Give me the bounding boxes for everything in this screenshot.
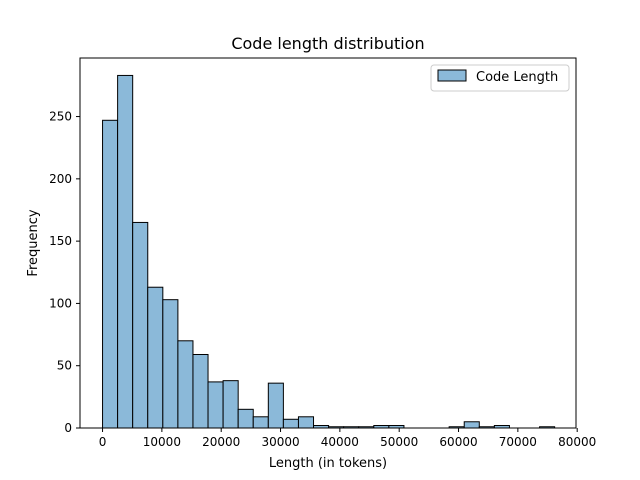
histogram-bar (237, 408, 254, 429)
x-axis-ticks: 0 10000 20000 30000 40000 50000 60000 70000 8000… (99, 428, 596, 449)
y-axis-label: Frequency (26, 209, 41, 276)
histogram-bar (102, 119, 119, 429)
y-tick-label: 0 (64, 421, 72, 435)
x-axis-label: Length (in tokens) (269, 456, 387, 471)
histogram-bar (282, 418, 299, 429)
histogram-bar (192, 353, 209, 429)
legend-label: Code Length (476, 70, 558, 85)
histogram-bar (177, 340, 194, 429)
x-tick-label: 70000 (499, 435, 537, 449)
histogram-bar (132, 221, 149, 429)
histogram-bar (463, 421, 480, 429)
y-tick-label: 50 (57, 359, 72, 373)
x-tick-label: 50000 (380, 435, 418, 449)
x-tick-label: 10000 (143, 435, 181, 449)
histogram-bar (207, 381, 224, 429)
x-tick-label: 80000 (558, 435, 596, 449)
legend-swatch (437, 69, 467, 82)
x-tick-label: 20000 (202, 435, 240, 449)
histogram-bar (222, 380, 239, 429)
y-tick-label: 150 (49, 234, 72, 248)
histogram-bar (252, 416, 269, 429)
legend: Code Length (430, 64, 570, 92)
x-tick-label: 0 (99, 435, 107, 449)
plot-area-frame (79, 57, 577, 429)
histogram-bar (297, 416, 315, 429)
x-tick-label: 30000 (261, 435, 299, 449)
x-tick-label: 40000 (321, 435, 359, 449)
y-tick-label: 100 (49, 296, 72, 310)
y-tick-label: 200 (49, 172, 72, 186)
chart-title: Code length distribution (231, 34, 424, 53)
y-axis-ticks: 0 50 100 150 200 250 (49, 110, 80, 435)
histogram-bar (147, 286, 164, 429)
histogram-bar (117, 74, 134, 429)
x-tick-label: 60000 (439, 435, 477, 449)
y-tick-label: 250 (49, 110, 72, 124)
histogram-bar (267, 382, 284, 429)
histogram-bar (162, 299, 179, 429)
bars-group (102, 74, 556, 429)
